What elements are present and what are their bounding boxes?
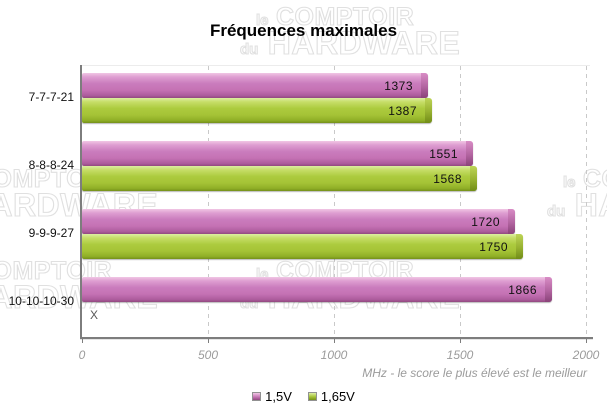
bar-3d-cap xyxy=(466,141,473,166)
bar-value-label: 1720 xyxy=(471,214,500,229)
x-axis-line xyxy=(80,337,593,339)
category-label: 8-8-8-24 xyxy=(28,158,74,172)
bar-9-9-9-27-1,65V: 1750 xyxy=(82,234,523,259)
bar-9-9-9-27-1,5V: 1720 xyxy=(82,209,515,234)
x-tick-mark xyxy=(460,339,461,343)
x-tick-label: 1500 xyxy=(446,348,474,362)
missing-result-marker: X xyxy=(90,308,99,322)
legend-swatch-icon xyxy=(252,392,262,401)
gridline xyxy=(208,66,209,338)
x-tick-mark xyxy=(586,339,587,343)
bar-7-7-7-21-1,65V: 1387 xyxy=(82,98,432,123)
gridline xyxy=(460,66,461,338)
chart-title: Fréquences maximales xyxy=(209,21,398,40)
bar-3d-cap xyxy=(425,98,432,123)
category-label: 10-10-10-30 xyxy=(8,294,74,308)
category-axis: 7-7-7-21 8-8-8-24 9-9-9-27 10-10-10-30 xyxy=(0,0,74,420)
category-label: 9-9-9-27 xyxy=(28,226,74,240)
bar-8-8-8-24-1,65V: 1568 xyxy=(82,166,477,191)
bar-value-label: 1750 xyxy=(479,239,508,254)
legend-item-1,65V: 1,65V xyxy=(307,389,355,404)
category-label: 7-7-7-21 xyxy=(28,90,74,104)
bar-value-label: 1866 xyxy=(508,282,537,297)
gridline xyxy=(334,66,335,338)
axis-note: MHz - le score le plus élevé est le meil… xyxy=(362,366,587,380)
bar-value-label: 1387 xyxy=(388,103,417,118)
legend-label: 1,5V xyxy=(265,389,292,404)
bar-7-7-7-21-1,5V: 1373 xyxy=(82,73,428,98)
x-tick-label: 0 xyxy=(78,348,86,362)
y-axis-line xyxy=(80,65,82,339)
bar-8-8-8-24-1,5V: 1551 xyxy=(82,141,473,166)
bar-3d-cap xyxy=(470,166,477,191)
bar-3d-cap xyxy=(516,234,523,259)
x-tick-mark xyxy=(334,339,335,343)
bar-value-label: 1551 xyxy=(429,146,458,161)
gridline xyxy=(586,66,587,338)
legend-item-1,5V: 1,5V xyxy=(252,389,292,404)
x-tick-mark xyxy=(208,339,209,343)
plot-area: 1373 1387 1551 1568 1720 1750 1866 X xyxy=(82,65,590,338)
legend-swatch-icon xyxy=(307,392,317,401)
bar-value-label: 1568 xyxy=(433,171,462,186)
bar-10-10-10-30-1,5V: 1866 xyxy=(82,277,552,302)
legend-label: 1,65V xyxy=(320,389,355,404)
x-tick-label: 500 xyxy=(197,348,219,362)
bar-value-label: 1373 xyxy=(384,78,413,93)
x-tick-label: 2000 xyxy=(572,348,600,362)
legend: 1,5V 1,65V xyxy=(0,389,607,404)
bar-3d-cap xyxy=(508,209,515,234)
x-tick-mark xyxy=(82,339,83,343)
bar-3d-cap xyxy=(421,73,428,98)
x-tick-label: 1000 xyxy=(320,348,348,362)
bar-3d-cap xyxy=(545,277,552,302)
